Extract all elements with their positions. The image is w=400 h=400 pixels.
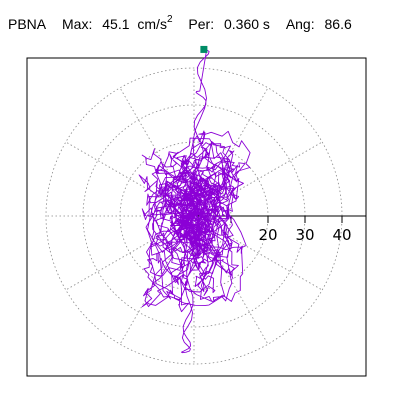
max-unit-base: cm/s (137, 16, 167, 32)
orbit-trace (138, 49, 251, 354)
angle-value: 86.6 (324, 16, 352, 32)
angle-label: Ang: (285, 16, 315, 32)
grid-spoke (119, 87, 176, 185)
acceleration-orbit (138, 49, 251, 354)
max-label: Max: (62, 16, 93, 32)
axis-tick-label: 40 (332, 226, 351, 244)
grid-spoke (65, 234, 163, 291)
max-unit-exponent: 2 (166, 14, 173, 25)
axis-tick-label: 30 (295, 226, 314, 244)
grid-spoke (65, 141, 163, 198)
grid-spoke (225, 234, 323, 291)
axis-tick-label: 20 (258, 226, 277, 244)
marker-layer (200, 45, 208, 53)
max-unit: cm/s2 (137, 15, 172, 33)
period-value: 0.360 s (223, 16, 270, 32)
peak-marker (200, 45, 208, 53)
period-label: Per: (188, 16, 215, 32)
grid-spoke (212, 247, 269, 345)
chart-header: PBNA Max: 45.1 cm/s2 Per: 0.360 s Ang: 8… (8, 15, 400, 33)
grid-spoke (119, 247, 176, 345)
grid-spoke (212, 87, 269, 185)
polar-grid (45, 67, 343, 365)
max-value: 45.1 (102, 16, 130, 32)
grid-spoke (225, 141, 323, 198)
tick-labels: 20 30 40 (258, 226, 351, 244)
station-name: PBNA (8, 16, 47, 32)
